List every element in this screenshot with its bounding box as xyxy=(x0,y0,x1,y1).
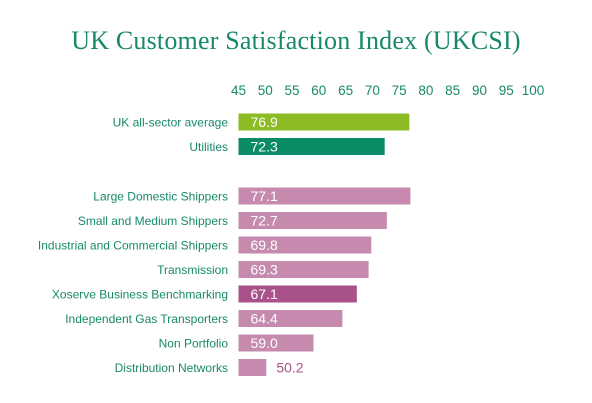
data-label: 64.4 xyxy=(251,311,278,327)
x-tick-label: 45 xyxy=(231,83,246,98)
category-label: Large Domestic Shippers xyxy=(93,190,228,204)
data-label: 50.2 xyxy=(276,360,303,376)
bar xyxy=(238,261,369,278)
x-tick-label: 80 xyxy=(418,83,433,98)
category-label: Xoserve Business Benchmarking xyxy=(52,288,228,302)
data-label: 72.3 xyxy=(251,139,278,155)
bar xyxy=(238,113,410,131)
data-label: 72.7 xyxy=(251,213,278,229)
bar xyxy=(238,138,385,155)
category-label: Small and Medium Shippers xyxy=(78,214,228,228)
bar xyxy=(238,236,372,254)
data-label: 59.0 xyxy=(251,335,278,351)
x-tick-label: 100 xyxy=(522,83,545,98)
bar xyxy=(238,212,387,229)
x-tick-label: 50 xyxy=(258,83,273,98)
data-label: 76.9 xyxy=(251,114,278,130)
category-label: Distribution Networks xyxy=(115,361,228,375)
x-tick-label: 90 xyxy=(472,83,487,98)
bar xyxy=(238,334,314,352)
category-label: Utilities xyxy=(189,140,228,154)
bar xyxy=(238,359,267,376)
data-label: 69.8 xyxy=(251,237,278,253)
bar xyxy=(238,310,343,327)
x-tick-label: 75 xyxy=(392,83,407,98)
data-label: 67.1 xyxy=(251,286,278,302)
bar xyxy=(238,285,357,303)
x-tick-label: 70 xyxy=(365,83,380,98)
category-label: Transmission xyxy=(157,263,228,277)
category-label: Industrial and Commercial Shippers xyxy=(38,239,228,253)
x-tick-label: 60 xyxy=(311,83,326,98)
x-tick-label: 55 xyxy=(285,83,300,98)
category-label: UK all-sector average xyxy=(113,116,229,130)
x-tick-label: 85 xyxy=(445,83,460,98)
data-label: 69.3 xyxy=(251,262,278,278)
chart-title: UK Customer Satisfaction Index (UKCSI) xyxy=(71,26,521,55)
x-tick-label: 95 xyxy=(499,83,514,98)
data-label: 77.1 xyxy=(251,188,278,204)
category-label: Independent Gas Transporters xyxy=(65,312,228,326)
bar xyxy=(238,187,411,205)
category-label: Non Portfolio xyxy=(159,337,229,351)
x-tick-label: 65 xyxy=(338,83,353,98)
